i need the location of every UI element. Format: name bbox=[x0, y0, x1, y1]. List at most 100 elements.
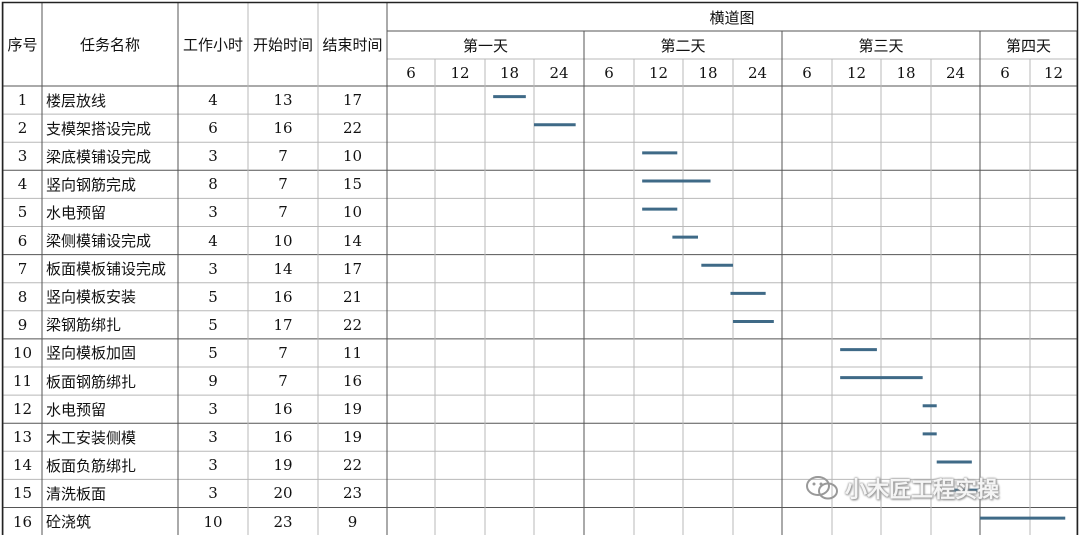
task-start: 10 bbox=[273, 231, 293, 250]
task-hours: 3 bbox=[208, 456, 218, 475]
task-name: 梁侧模铺设完成 bbox=[46, 232, 152, 251]
task-name: 清洗板面 bbox=[46, 484, 107, 503]
task-start: 7 bbox=[278, 372, 288, 391]
task-end: 14 bbox=[342, 231, 363, 250]
wechat-icon bbox=[806, 476, 838, 500]
task-name: 板面钢筋绑扎 bbox=[46, 372, 137, 391]
chart-title: 横道图 bbox=[709, 8, 755, 27]
task-end: 10 bbox=[342, 147, 363, 166]
task-hours: 5 bbox=[208, 315, 218, 334]
task-end: 19 bbox=[342, 428, 363, 447]
hour-tick-label: 12 bbox=[846, 63, 867, 82]
hour-tick-label: 6 bbox=[1000, 63, 1010, 82]
task-end: 15 bbox=[342, 175, 363, 194]
task-start: 16 bbox=[273, 119, 293, 138]
hour-tick-label: 12 bbox=[450, 63, 470, 82]
task-end: 19 bbox=[342, 400, 363, 419]
task-no: 16 bbox=[12, 512, 33, 531]
task-start: 13 bbox=[273, 91, 293, 110]
task-no: 10 bbox=[12, 343, 33, 362]
hour-tick-label: 12 bbox=[1043, 63, 1064, 82]
task-hours: 4 bbox=[208, 231, 218, 250]
day-header: 第三天 bbox=[858, 36, 904, 55]
task-hours: 3 bbox=[208, 147, 218, 166]
task-hours: 4 bbox=[208, 91, 218, 110]
task-name: 板面模板铺设完成 bbox=[46, 260, 167, 279]
task-start: 14 bbox=[273, 259, 293, 278]
hour-tick-label: 6 bbox=[406, 63, 416, 82]
hour-tick-label: 6 bbox=[604, 63, 614, 82]
task-start: 16 bbox=[273, 400, 293, 419]
task-start: 7 bbox=[278, 175, 288, 194]
task-hours: 3 bbox=[208, 259, 218, 278]
task-no: 14 bbox=[12, 456, 33, 475]
task-no: 3 bbox=[17, 147, 28, 166]
task-no: 9 bbox=[17, 315, 28, 334]
hour-tick-label: 24 bbox=[747, 63, 768, 82]
task-name: 砼浇筑 bbox=[46, 513, 92, 532]
task-end: 21 bbox=[342, 287, 363, 306]
task-name: 竖向钢筋完成 bbox=[46, 175, 137, 194]
task-hours: 9 bbox=[208, 372, 218, 391]
column-header: 结束时间 bbox=[322, 36, 383, 54]
task-no: 6 bbox=[17, 231, 28, 250]
task-name: 竖向模板安装 bbox=[46, 288, 137, 307]
hour-tick-label: 18 bbox=[698, 63, 718, 82]
task-hours: 5 bbox=[208, 287, 218, 306]
task-hours: 3 bbox=[208, 484, 218, 503]
task-hours: 8 bbox=[208, 175, 218, 194]
task-end: 23 bbox=[342, 484, 363, 503]
day-header: 第四天 bbox=[1005, 36, 1051, 55]
task-end: 22 bbox=[342, 119, 363, 138]
hour-tick-label: 6 bbox=[802, 63, 812, 82]
task-name: 木工安装侧模 bbox=[46, 428, 137, 447]
hour-tick-label: 24 bbox=[549, 63, 569, 82]
task-no: 7 bbox=[17, 259, 28, 278]
task-hours: 3 bbox=[208, 203, 218, 222]
column-header: 开始时间 bbox=[252, 36, 313, 54]
task-no: 8 bbox=[17, 287, 28, 306]
task-start: 20 bbox=[273, 484, 293, 503]
day-header: 第二天 bbox=[660, 36, 706, 55]
task-name: 梁底模铺设完成 bbox=[46, 147, 152, 166]
task-end: 22 bbox=[342, 456, 363, 475]
task-end: 11 bbox=[342, 343, 363, 362]
task-start: 16 bbox=[273, 428, 293, 447]
task-start: 16 bbox=[273, 287, 293, 306]
task-name: 竖向模板加固 bbox=[46, 344, 137, 363]
task-no: 13 bbox=[12, 428, 33, 447]
task-hours: 3 bbox=[208, 428, 218, 447]
task-no: 5 bbox=[17, 203, 28, 222]
column-header: 序号 bbox=[7, 36, 38, 54]
task-no: 15 bbox=[12, 484, 33, 503]
task-name: 水电预留 bbox=[46, 203, 107, 222]
task-no: 2 bbox=[17, 119, 28, 138]
hour-tick-label: 12 bbox=[648, 63, 669, 82]
task-hours: 10 bbox=[203, 512, 223, 531]
task-no: 12 bbox=[12, 400, 33, 419]
task-hours: 6 bbox=[208, 119, 218, 138]
task-end: 22 bbox=[342, 315, 363, 334]
task-name: 梁钢筋绑扎 bbox=[46, 316, 122, 335]
hour-tick-label: 18 bbox=[499, 63, 520, 82]
task-name: 支模架搭设完成 bbox=[46, 119, 152, 138]
column-header: 工作小时 bbox=[182, 36, 243, 54]
task-start: 7 bbox=[278, 203, 288, 222]
task-end: 10 bbox=[342, 203, 363, 222]
task-start: 7 bbox=[278, 343, 288, 362]
task-end: 17 bbox=[342, 91, 363, 110]
task-end: 17 bbox=[342, 259, 363, 278]
day-header: 第一天 bbox=[462, 36, 508, 55]
task-name: 水电预留 bbox=[46, 400, 107, 419]
task-end: 9 bbox=[347, 512, 358, 531]
hour-tick-label: 24 bbox=[945, 63, 966, 82]
task-name: 板面负筋绑扎 bbox=[46, 456, 137, 475]
task-hours: 3 bbox=[208, 400, 218, 419]
task-start: 17 bbox=[273, 315, 293, 334]
task-no: 4 bbox=[17, 175, 28, 194]
hour-tick-label: 18 bbox=[896, 63, 916, 82]
task-start: 7 bbox=[278, 147, 288, 166]
